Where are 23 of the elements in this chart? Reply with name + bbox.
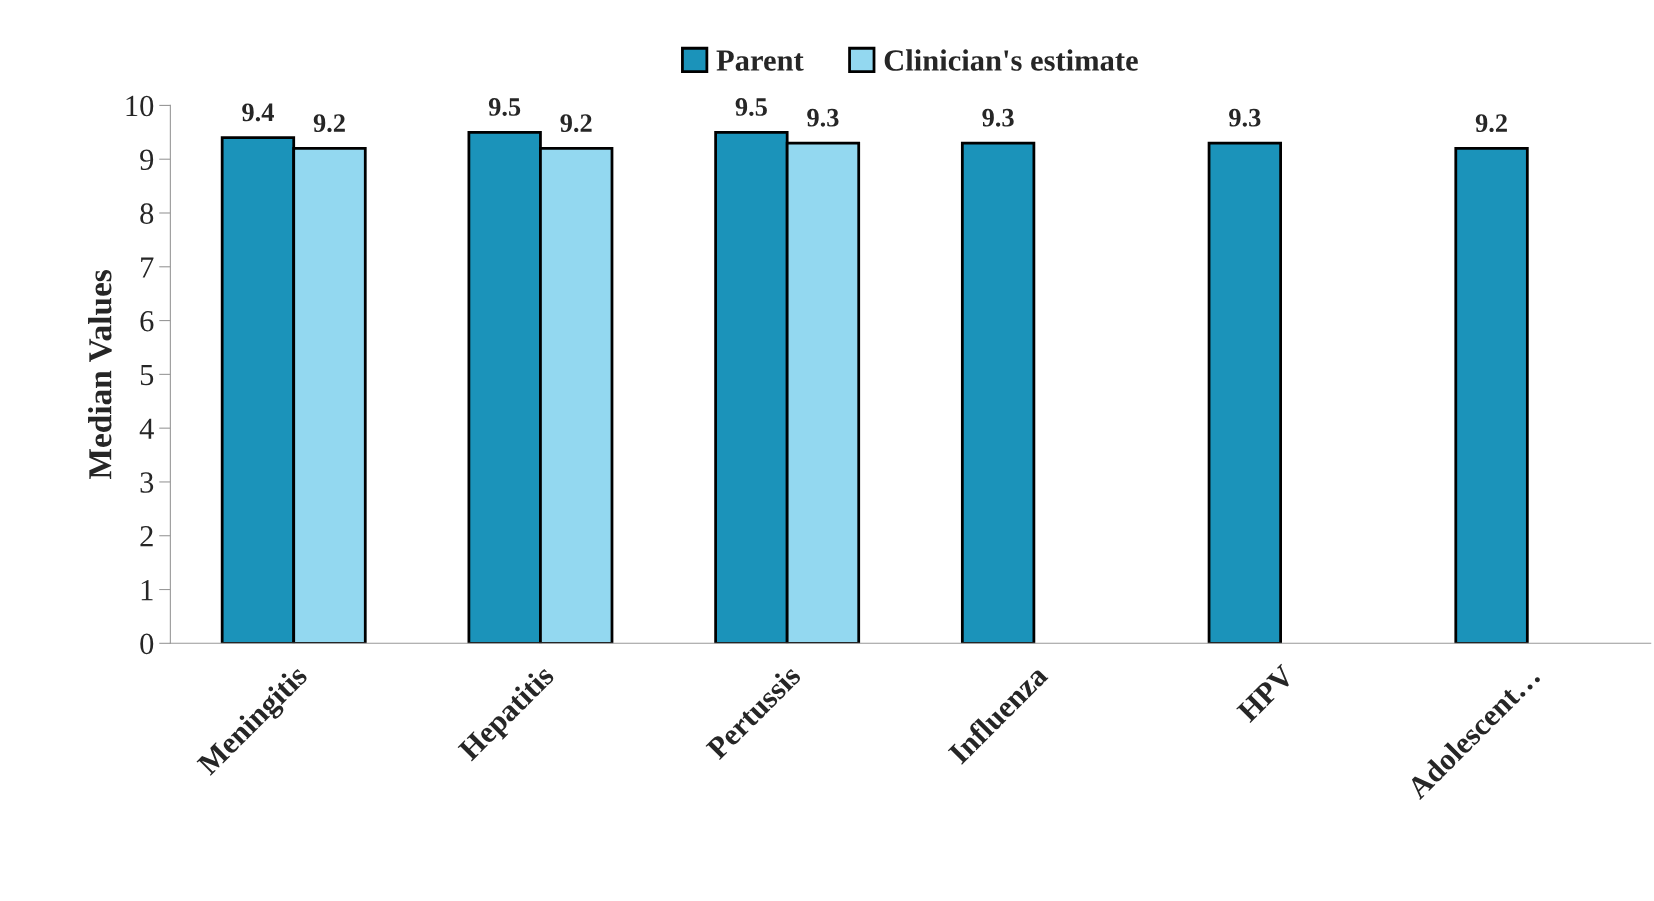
y-tick-label: 4 xyxy=(139,418,154,439)
data-label: 9.2 xyxy=(313,114,345,133)
legend-label: Clinician's estimate xyxy=(884,49,1138,71)
y-tick-label: 5 xyxy=(140,364,154,386)
data-label: 9.5 xyxy=(488,98,521,116)
data-label: 9.5 xyxy=(735,98,767,116)
data-label: 9.3 xyxy=(982,108,1014,127)
data-label: 9.4 xyxy=(242,103,274,122)
data-label: 9.2 xyxy=(1475,114,1507,133)
y-tick-label: 3 xyxy=(140,472,154,493)
legend-label: Parent xyxy=(716,50,804,71)
data-label: 9.2 xyxy=(560,114,592,133)
y-tick-label: 1 xyxy=(141,579,153,601)
y-axis-title: Median Values xyxy=(88,270,112,479)
data-label: 9.3 xyxy=(807,108,839,127)
y-tick-label: 6 xyxy=(140,310,154,332)
y-tick-label: 9 xyxy=(140,149,154,171)
y-tick-label: 7 xyxy=(141,257,154,278)
y-tick-label: 2 xyxy=(140,526,153,547)
y-tick-label: 10 xyxy=(126,95,154,117)
y-tick-label: 8 xyxy=(140,203,154,224)
data-label: 9.3 xyxy=(1229,108,1261,127)
y-tick-label: 0 xyxy=(140,633,154,655)
